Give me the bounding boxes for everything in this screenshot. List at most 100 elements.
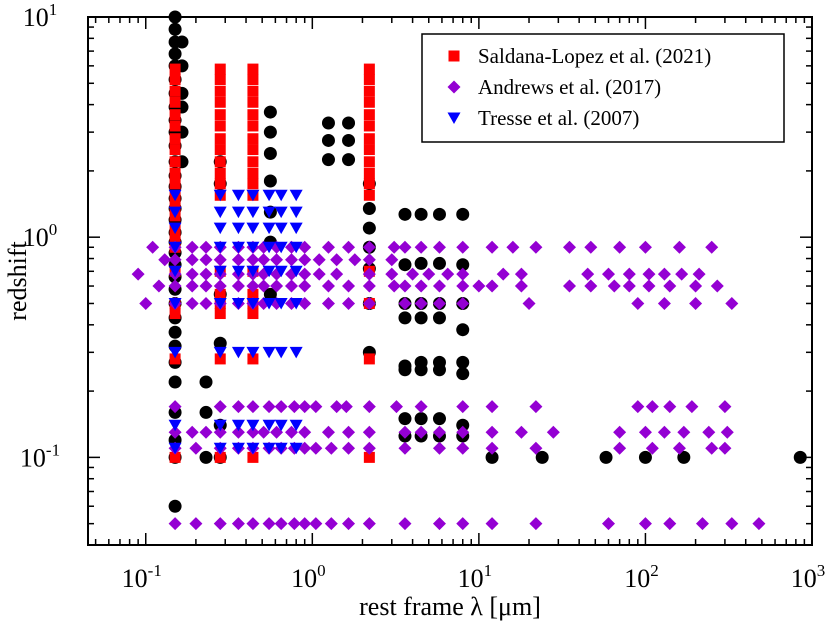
data-point: [199, 267, 213, 281]
data-point: [168, 265, 182, 278]
data-point: [169, 120, 181, 132]
data-point: [169, 74, 181, 86]
data-point: [285, 253, 299, 267]
data-point: [169, 156, 181, 168]
data-point: [152, 279, 166, 293]
data-point: [362, 441, 376, 455]
data-point: [362, 400, 376, 414]
data-point: [247, 109, 259, 121]
data-point: [247, 85, 259, 97]
data-point: [472, 279, 486, 293]
data-point: [363, 353, 375, 365]
data-point: [631, 400, 645, 414]
data-point: [289, 419, 303, 432]
legend-marker: [447, 112, 461, 124]
data-point: [362, 296, 376, 310]
data-point: [214, 120, 226, 132]
legend-entries: Saldana-Lopez et al. (2021) Andrews et al…: [447, 44, 711, 130]
data-point: [584, 240, 598, 254]
data-point: [363, 96, 375, 108]
data-point: [213, 400, 227, 414]
data-point: [363, 451, 375, 463]
data-point: [199, 253, 213, 267]
data-point: [263, 174, 277, 188]
data-point: [289, 241, 303, 254]
data-point: [168, 279, 182, 293]
data-point: [456, 267, 470, 281]
data-point: [363, 120, 375, 132]
data-point: [398, 207, 412, 221]
legend-label: Tresse et al. (2007): [478, 106, 639, 130]
data-point: [214, 156, 226, 168]
data-point: [321, 279, 335, 293]
data-point: [406, 267, 420, 281]
data-point: [274, 222, 288, 235]
data-point: [705, 441, 719, 455]
data-point: [718, 441, 732, 455]
data-point: [362, 279, 376, 293]
data-point: [456, 367, 470, 381]
data-point: [257, 279, 271, 293]
data-point: [456, 355, 470, 369]
data-point: [274, 400, 288, 414]
data-point: [414, 412, 428, 426]
data-point: [175, 35, 189, 49]
data-point: [139, 296, 153, 310]
data-point: [246, 297, 260, 310]
data-point: [274, 241, 288, 254]
data-point: [414, 240, 428, 254]
data-point: [432, 363, 446, 377]
data-point: [213, 206, 227, 219]
data-point: [613, 240, 627, 254]
data-point: [546, 425, 560, 439]
data-point: [672, 441, 686, 455]
data-point: [270, 279, 284, 293]
data-point: [270, 425, 284, 439]
data-point: [398, 441, 412, 455]
data-point: [246, 400, 260, 414]
data-point: [169, 133, 181, 145]
data-point: [675, 267, 689, 281]
data-point: [689, 279, 703, 293]
data-point: [263, 125, 277, 139]
data-point: [246, 425, 260, 439]
data-point: [725, 296, 739, 310]
data-point: [262, 297, 276, 310]
data-point: [262, 442, 276, 455]
data-point: [185, 296, 199, 310]
data-point: [146, 240, 160, 254]
tick-labels: 10-1 100 101 102 103 10-1 100 101: [20, 0, 825, 593]
data-point: [247, 288, 259, 300]
data-point: [213, 336, 227, 350]
data-point: [257, 253, 271, 267]
data-point: [642, 279, 656, 293]
data-point: [485, 240, 499, 254]
data-point: [752, 517, 766, 531]
data-point: [274, 419, 288, 432]
data-point: [289, 265, 303, 278]
data-point: [214, 74, 226, 86]
data-point: [246, 189, 260, 202]
data-point: [535, 450, 549, 464]
data-point: [199, 425, 213, 439]
data-point: [274, 297, 288, 310]
data-point: [584, 279, 598, 293]
data-point: [348, 253, 362, 267]
data-point: [363, 85, 375, 97]
data-point: [514, 267, 528, 281]
data-point: [385, 267, 399, 281]
data-point: [321, 133, 335, 147]
data-point: [168, 346, 182, 359]
data-point: [262, 346, 276, 359]
data-point: [689, 296, 703, 310]
data-point: [231, 400, 245, 414]
data-point: [321, 296, 335, 310]
data-point: [387, 279, 401, 293]
data-point: [342, 133, 356, 147]
data-point: [169, 231, 181, 243]
data-point: [363, 133, 375, 145]
data-point: [169, 144, 181, 156]
legend-marker: [448, 50, 460, 62]
data-point: [169, 109, 181, 121]
data-point: [231, 279, 245, 293]
